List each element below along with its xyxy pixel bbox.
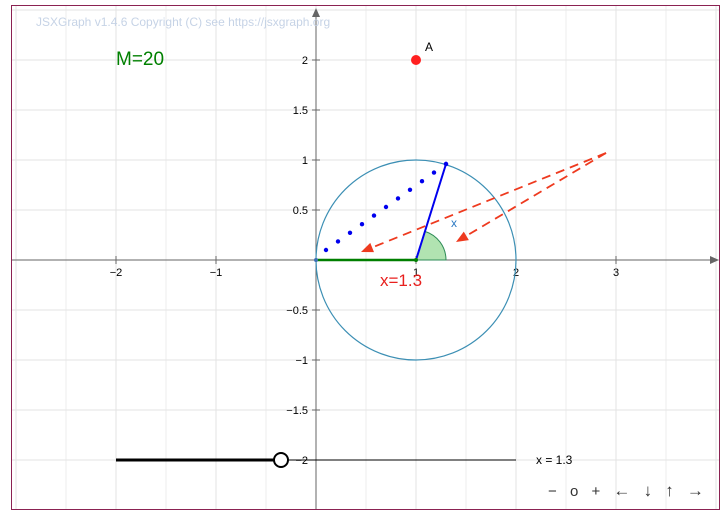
arm-end-point[interactable] bbox=[443, 161, 449, 167]
slider-handle[interactable] bbox=[273, 452, 289, 468]
point-a-label: A bbox=[425, 40, 433, 54]
pan-left-button[interactable]: ← bbox=[613, 481, 631, 500]
origin-point[interactable] bbox=[314, 258, 318, 262]
trace-dot bbox=[419, 179, 425, 184]
pan-down-button[interactable]: ↓ bbox=[643, 481, 653, 500]
slider-label: x = 1.3 bbox=[536, 453, 573, 467]
x-tick-label: −2 bbox=[110, 267, 123, 279]
pan-right-button[interactable]: → bbox=[686, 481, 704, 500]
m-value-label: M=20 bbox=[116, 49, 165, 70]
y-tick-label: −2 bbox=[295, 455, 308, 467]
zoom-out-button[interactable]: − bbox=[548, 483, 557, 500]
trace-dot bbox=[323, 247, 329, 253]
jsxgraph-board[interactable]: −2 −1 1 2 3 2 1.5 1 0.5 −0.5 −1 −1.5 −2 x A x=1.3 x … bbox=[11, 5, 720, 510]
rotating-arm[interactable] bbox=[415, 163, 447, 261]
dashed-arrows bbox=[361, 152, 607, 253]
y-tick-label: 1.5 bbox=[293, 105, 308, 117]
angle-label: x bbox=[451, 216, 457, 230]
axis-ticks: −2 −1 1 2 3 2 1.5 1 0.5 −0.5 −1 −1.5 −2 bbox=[110, 55, 619, 467]
x-axis-arrow-icon bbox=[710, 256, 719, 264]
trace-dot bbox=[407, 187, 413, 192]
x-tick-label: 2 bbox=[513, 267, 519, 279]
grid-lines bbox=[12, 6, 719, 509]
y-tick-label: −1.5 bbox=[286, 405, 308, 417]
circle-center-point[interactable] bbox=[414, 258, 418, 262]
pan-up-button[interactable]: ↑ bbox=[665, 481, 674, 500]
trace-dot bbox=[395, 196, 401, 201]
trace-dot bbox=[383, 204, 389, 210]
dashed-arrow-2 bbox=[465, 152, 607, 237]
x-tick-label: 1 bbox=[413, 267, 419, 279]
y-tick-label: −0.5 bbox=[286, 305, 308, 317]
arrow-head-icon bbox=[456, 231, 469, 242]
y-tick-label: −1 bbox=[295, 355, 308, 367]
y-tick-label: 0.5 bbox=[293, 205, 308, 217]
trace-dot bbox=[347, 230, 353, 235]
x-tick-label: 3 bbox=[613, 267, 619, 279]
trace-dot bbox=[371, 213, 377, 218]
copyright-text: JSXGraph v1.4.6 Copyright (C) see https:… bbox=[36, 15, 331, 29]
slider[interactable]: x = 1.3 bbox=[116, 452, 573, 468]
plot-canvas[interactable]: −2 −1 1 2 3 2 1.5 1 0.5 −0.5 −1 −1.5 −2 x A x=1.3 x … bbox=[12, 6, 720, 510]
navigation-bar: − o + ← ↓ ↑ → bbox=[548, 481, 713, 501]
point-a[interactable] bbox=[411, 55, 421, 65]
y-tick-label: 1 bbox=[302, 155, 308, 167]
zoom-in-button[interactable]: + bbox=[591, 483, 601, 500]
zoom-reset-button[interactable]: o bbox=[569, 483, 579, 500]
dotted-trace bbox=[323, 161, 449, 253]
y-axis-arrow-icon bbox=[312, 8, 320, 17]
trace-dot bbox=[335, 239, 341, 244]
dashed-arrow-1 bbox=[371, 152, 607, 249]
trace-dot bbox=[431, 170, 437, 175]
y-tick-label: 2 bbox=[302, 55, 308, 67]
x-tick-label: −1 bbox=[210, 267, 223, 279]
x-value-label: x=1.3 bbox=[380, 271, 422, 290]
trace-dot bbox=[359, 222, 365, 227]
arrow-head-icon bbox=[361, 242, 374, 253]
